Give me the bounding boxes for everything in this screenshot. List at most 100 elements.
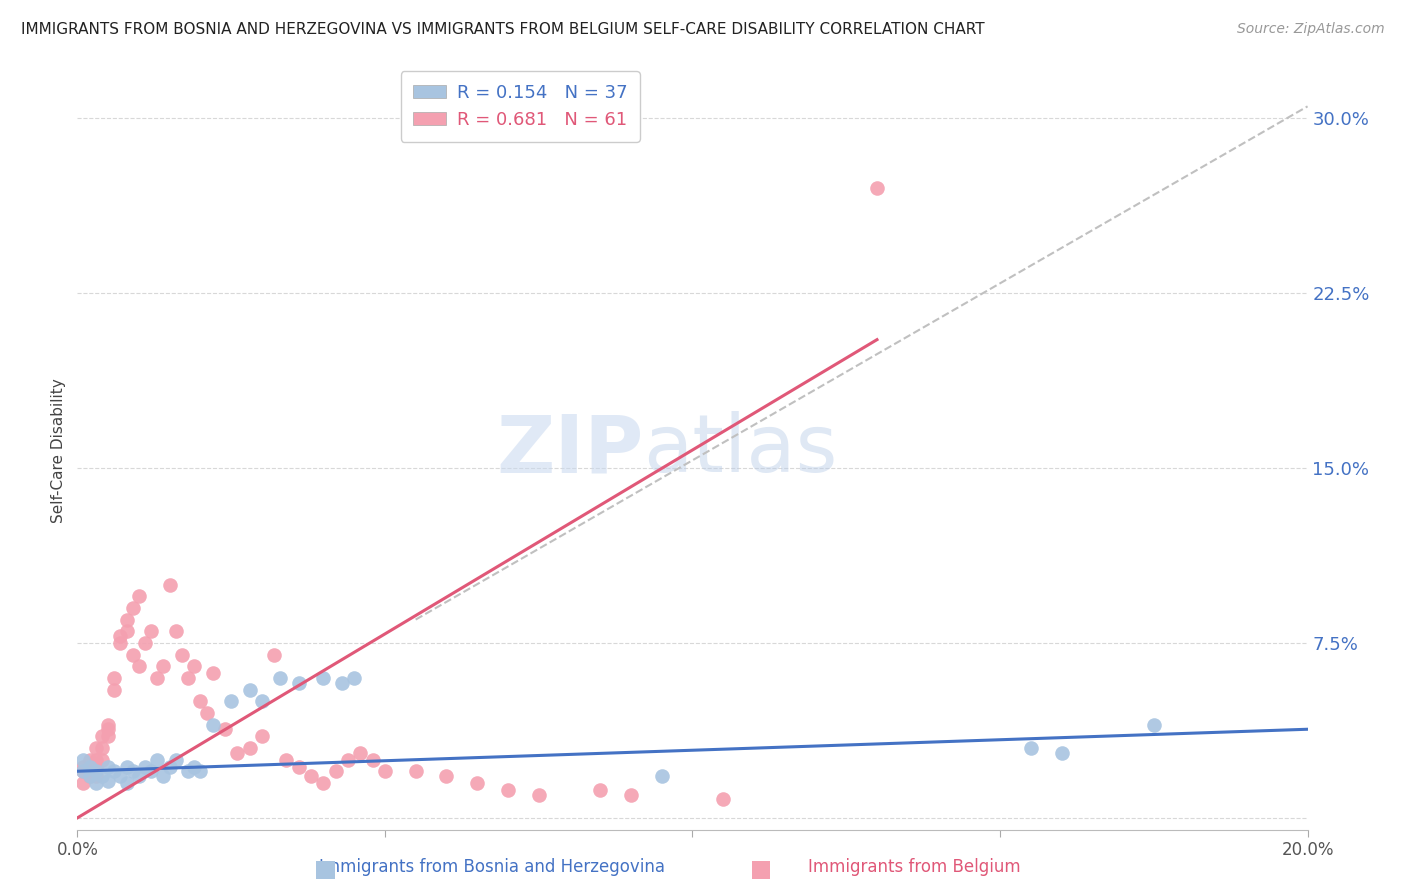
Point [374, 764, 396, 779]
Point [349, 746, 371, 760]
Point [90, 769, 114, 783]
Point [97, 723, 120, 737]
Point [226, 746, 249, 760]
Text: Immigrants from Belgium: Immigrants from Belgium [807, 858, 1021, 876]
Point [299, 769, 322, 783]
Point [465, 776, 488, 790]
Point [128, 659, 150, 673]
Point [589, 783, 612, 797]
Point [201, 717, 224, 731]
Point [152, 659, 174, 673]
Point [250, 694, 273, 708]
Point [183, 759, 205, 773]
Point [97, 729, 120, 743]
Point [72, 759, 94, 773]
Point [90, 753, 114, 767]
Point [128, 769, 150, 783]
Point [436, 769, 458, 783]
Point [79, 753, 101, 767]
Point [866, 181, 889, 195]
Point [90, 729, 114, 743]
Point [312, 776, 335, 790]
Point [276, 753, 298, 767]
Point [134, 636, 156, 650]
Point [165, 753, 187, 767]
Y-axis label: Self-Care Disability: Self-Care Disability [51, 378, 66, 523]
Point [115, 776, 138, 790]
Point [103, 764, 125, 779]
Point [84, 740, 107, 755]
Point [159, 577, 181, 591]
Point [288, 759, 311, 773]
Point [269, 671, 291, 685]
Point [146, 671, 169, 685]
Point [620, 788, 643, 802]
Point [188, 764, 212, 779]
Point [79, 769, 101, 783]
Point [84, 759, 107, 773]
Point [121, 601, 143, 615]
Text: atlas: atlas [644, 411, 838, 490]
Point [134, 759, 156, 773]
Point [1019, 740, 1042, 755]
Point [219, 694, 242, 708]
Point [141, 764, 163, 779]
Point [651, 769, 673, 783]
Point [250, 729, 273, 743]
Point [115, 613, 138, 627]
Point [97, 717, 120, 731]
Text: Source: ZipAtlas.com: Source: ZipAtlas.com [1237, 22, 1385, 37]
Point [263, 648, 285, 662]
Point [84, 764, 107, 779]
Point [527, 788, 550, 802]
Point [110, 636, 132, 650]
Point [115, 624, 138, 639]
Point [288, 675, 311, 690]
Point [201, 666, 224, 681]
Point [72, 753, 94, 767]
Point [177, 764, 200, 779]
Point [361, 753, 384, 767]
Point [195, 706, 218, 720]
Point [146, 753, 169, 767]
Point [121, 648, 143, 662]
Point [84, 769, 107, 783]
Point [170, 648, 193, 662]
Point [97, 759, 120, 773]
Point [1050, 746, 1073, 760]
Point [159, 759, 181, 773]
Point [239, 682, 262, 697]
Point [110, 769, 132, 783]
Point [115, 759, 138, 773]
Point [84, 776, 107, 790]
Point [103, 682, 125, 697]
Point [1143, 717, 1166, 731]
Point [165, 624, 187, 639]
Point [79, 769, 101, 783]
Legend: R = 0.154   N = 37, R = 0.681   N = 61: R = 0.154 N = 37, R = 0.681 N = 61 [401, 71, 640, 142]
Text: Immigrants from Bosnia and Herzegovina: Immigrants from Bosnia and Herzegovina [319, 858, 665, 876]
Point [405, 764, 427, 779]
Point [343, 671, 366, 685]
Point [188, 694, 212, 708]
Point [90, 740, 114, 755]
Point [84, 753, 107, 767]
Text: IMMIGRANTS FROM BOSNIA AND HERZEGOVINA VS IMMIGRANTS FROM BELGIUM SELF-CARE DISA: IMMIGRANTS FROM BOSNIA AND HERZEGOVINA V… [21, 22, 984, 37]
Point [128, 589, 150, 603]
Point [330, 675, 353, 690]
Point [103, 671, 125, 685]
Point [72, 764, 94, 779]
Point [325, 764, 347, 779]
Point [214, 723, 236, 737]
Point [110, 629, 132, 643]
Point [312, 671, 335, 685]
Point [183, 659, 205, 673]
Point [97, 773, 120, 788]
Text: ZIP: ZIP [496, 411, 644, 490]
Point [337, 753, 360, 767]
Point [79, 759, 101, 773]
Point [711, 792, 734, 806]
Point [79, 764, 101, 779]
Point [141, 624, 163, 639]
Point [72, 764, 94, 779]
